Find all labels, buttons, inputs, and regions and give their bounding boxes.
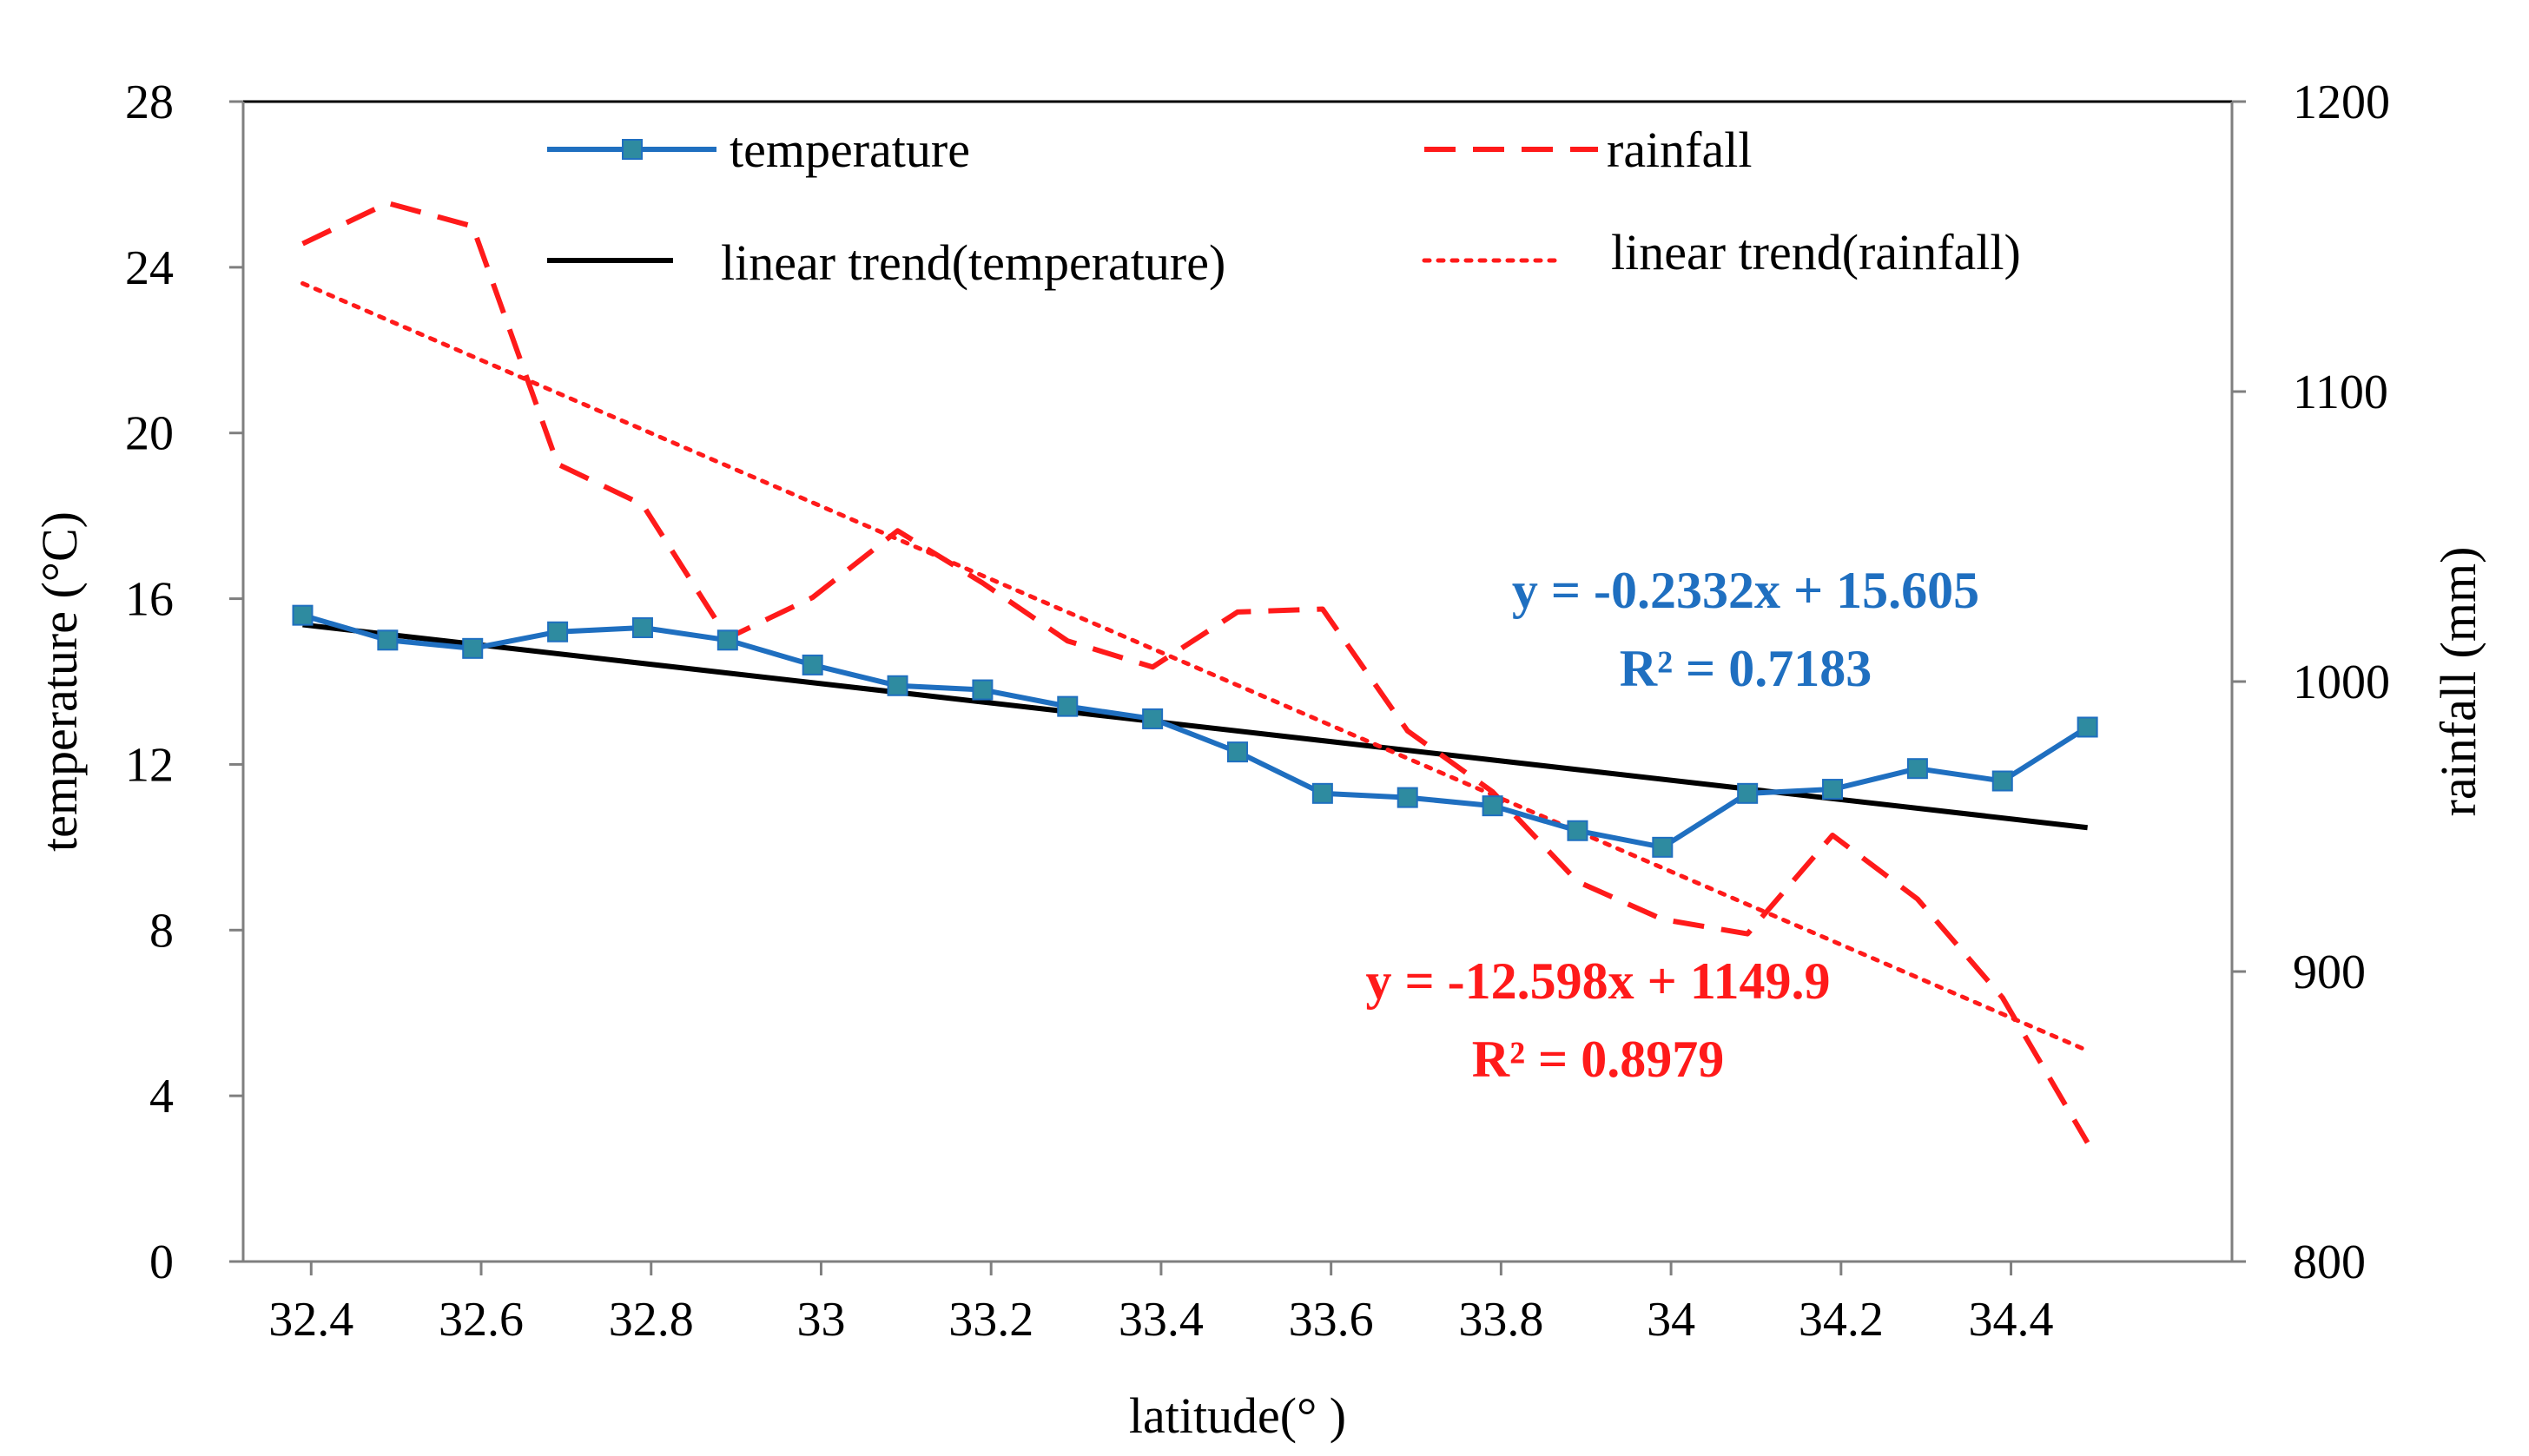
y-tick-label-right: 1200 <box>2293 76 2390 129</box>
y-tick-label-left: 0 <box>149 1235 174 1289</box>
rainfall-point <box>812 597 813 598</box>
temperature-point <box>1482 795 1503 817</box>
equation-rainfall: y = -12.598x + 1149.9 <box>1365 952 1830 1010</box>
y-tick-label-right: 1100 <box>2293 366 2388 419</box>
x-tick-label: 33.8 <box>1458 1293 1543 1347</box>
equation-temperature: y = -0.2332x + 15.605 <box>1512 562 1979 619</box>
y-tick-label-left: 16 <box>125 573 174 627</box>
x-tick-label: 34.4 <box>1969 1293 2054 1347</box>
rainfall-point <box>1747 933 1748 934</box>
rainfall-point <box>897 530 898 531</box>
y-tick-label-right: 800 <box>2293 1235 2366 1289</box>
y-tick-label-right: 1000 <box>2293 656 2390 709</box>
r2-rainfall: R² = 0.8979 <box>1472 1031 1725 1088</box>
y-tick-label-left: 8 <box>149 904 174 958</box>
rainfall-point <box>642 504 643 505</box>
x-tick-label: 33.2 <box>948 1293 1033 1347</box>
series-line-rainfall <box>301 200 2090 1144</box>
y-tick-label-left: 28 <box>125 76 174 129</box>
temperature-point <box>972 679 994 701</box>
r2-temperature: R² = 0.7183 <box>1620 640 1872 697</box>
temperature-point <box>1822 779 1844 800</box>
temperature-point <box>716 629 738 651</box>
rainfall-point <box>387 202 388 203</box>
rainfall-point <box>1832 835 1833 836</box>
temperature-point <box>1057 695 1079 717</box>
rainfall-point <box>302 243 303 244</box>
x-tick-label: 33.4 <box>1119 1293 1204 1347</box>
legend-label-rainfall: rainfall <box>1607 122 1752 178</box>
temperature-point <box>547 621 569 642</box>
temperature-point <box>1652 836 1674 858</box>
temperature-point <box>887 675 908 696</box>
y-tick-label-left: 20 <box>125 407 174 461</box>
x-tick-label: 33.6 <box>1289 1293 1374 1347</box>
rainfall-point <box>1492 791 1493 792</box>
temperature-point <box>802 654 823 675</box>
rainfall-point <box>1577 881 1578 882</box>
y-axis-title-right: rainfall (mm) <box>2430 547 2486 817</box>
legend-label-trend-rainfall: linear trend(rainfall) <box>1611 224 2021 280</box>
temperature-point <box>1906 758 1928 780</box>
rainfall-point <box>472 226 473 227</box>
temperature-point <box>1567 820 1588 841</box>
temperature-point <box>1737 782 1759 804</box>
temperature-point <box>1142 708 1164 729</box>
temperature-point <box>631 616 653 638</box>
rainfall-point <box>1067 641 1068 642</box>
temperature-point <box>462 637 484 659</box>
x-tick-label: 32.4 <box>268 1293 353 1347</box>
temperature-point <box>1311 782 1333 804</box>
x-tick-label: 32.6 <box>439 1293 524 1347</box>
rainfall-point <box>1152 667 1153 668</box>
temperature-point <box>1397 787 1418 808</box>
y-axis-title-left: temperature (°C) <box>31 511 88 852</box>
rainfall-point <box>1407 730 1408 731</box>
legend-label-temperature: temperature <box>730 122 970 178</box>
legend-marker-temperature <box>622 139 643 160</box>
temperature-point <box>1227 741 1248 763</box>
x-tick-label: 33 <box>796 1293 845 1347</box>
y-tick-label-right: 900 <box>2293 945 2366 999</box>
temperature-point <box>2077 716 2098 738</box>
trendline-rainfall <box>300 280 2090 1053</box>
x-axis-title: latitude(° ) <box>1129 1387 1346 1444</box>
temperature-point <box>1991 770 2013 792</box>
y-tick-label-left: 24 <box>125 241 174 295</box>
x-tick-label: 34.2 <box>1799 1293 1884 1347</box>
temperature-point <box>377 629 399 651</box>
y-tick-label-left: 4 <box>149 1070 174 1123</box>
temperature-point <box>292 604 314 626</box>
series-line-temperature <box>301 612 2090 850</box>
x-tick-label: 34 <box>1647 1293 1695 1347</box>
legend-label-trend-temperature: linear trend(temperature) <box>721 234 1225 291</box>
x-tick-label: 32.8 <box>609 1293 694 1347</box>
y-tick-label-left: 12 <box>125 738 174 792</box>
